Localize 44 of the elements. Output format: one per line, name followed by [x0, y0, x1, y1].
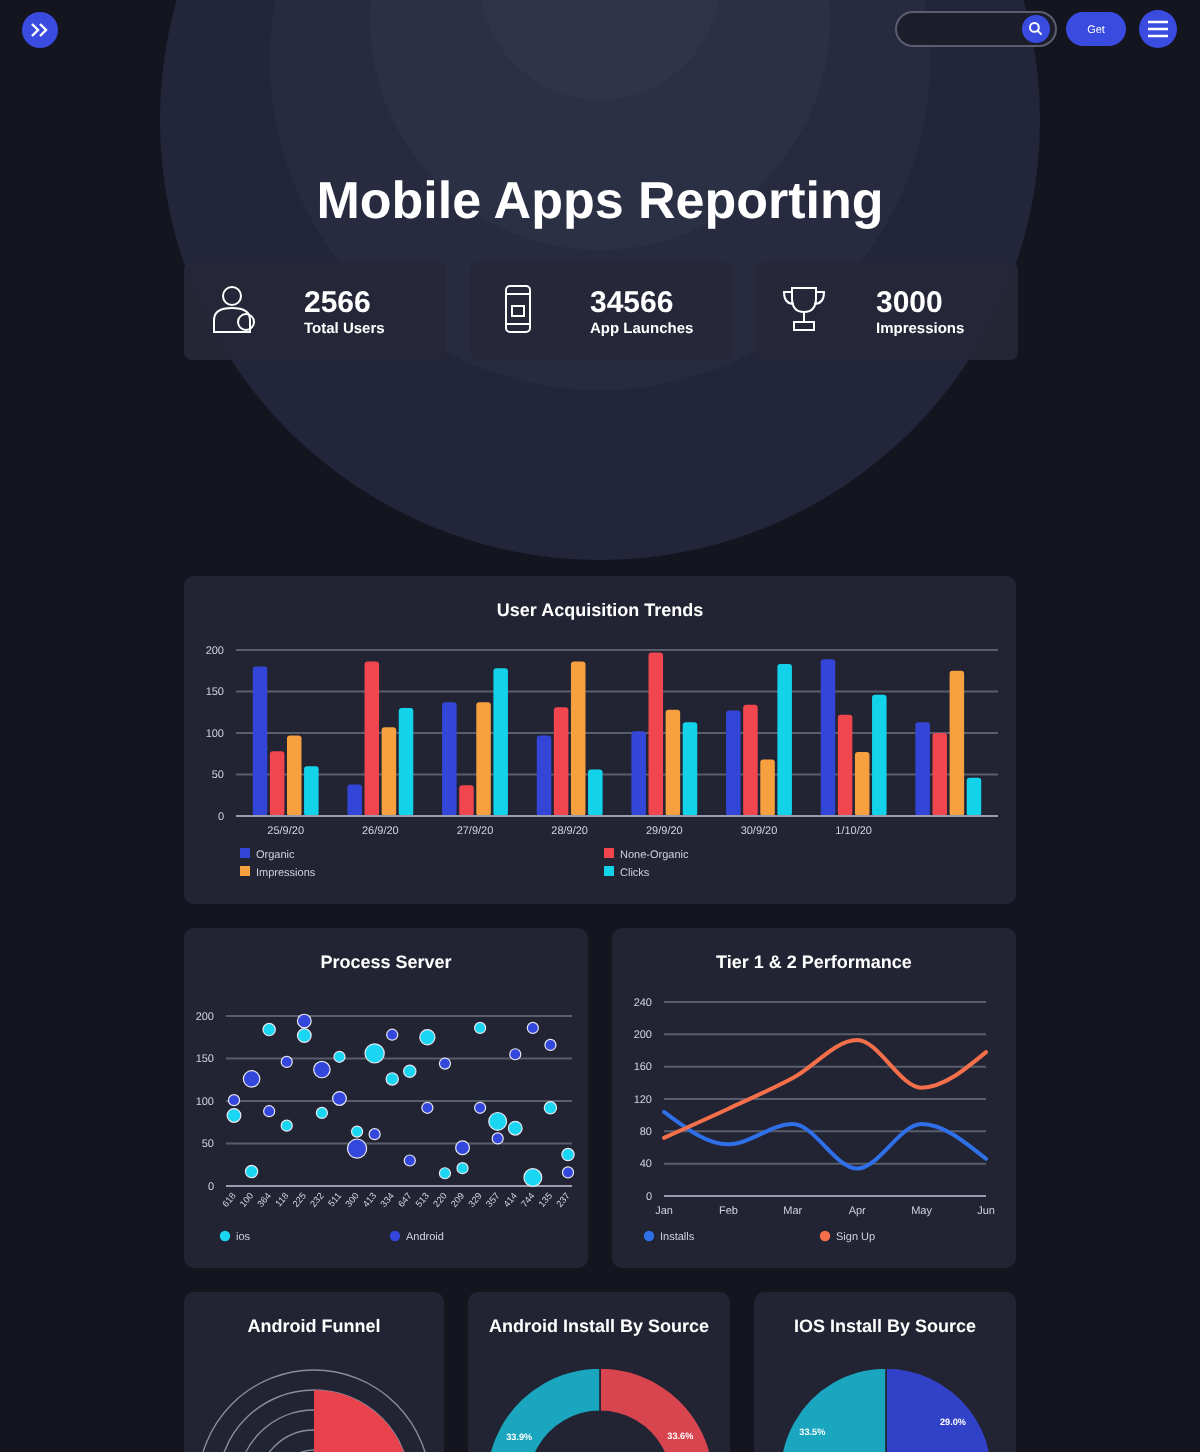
bar [398, 708, 414, 816]
text: 34566 [590, 285, 674, 320]
text: 2566 [304, 285, 371, 320]
line-series [662, 1037, 988, 1140]
bar [631, 731, 646, 816]
bar [820, 659, 836, 816]
bar [932, 733, 948, 816]
bar [682, 722, 698, 816]
bar [760, 759, 775, 816]
bar [364, 661, 380, 816]
bar [476, 702, 491, 816]
bar [304, 766, 319, 816]
bar [743, 704, 758, 816]
line-series [662, 1109, 988, 1171]
chart-title: Tier 1 & 2 Performance [716, 951, 912, 972]
chart-title: User Acquisition Trends [496, 599, 704, 620]
bar [777, 664, 792, 816]
bar [493, 668, 508, 816]
bar [588, 769, 603, 816]
bar [648, 652, 664, 816]
bar [536, 735, 552, 816]
chart-title: Process Server [320, 951, 453, 972]
bar [966, 777, 982, 816]
bar [837, 714, 853, 816]
bar [872, 694, 887, 816]
bar [854, 752, 870, 816]
text: Mobile Apps Reporting [316, 170, 884, 231]
bar [915, 722, 930, 816]
bar [286, 735, 302, 816]
bar [665, 709, 681, 816]
chart-title: IOS Install By Source [793, 1315, 977, 1336]
text: Android Funnel [247, 1315, 381, 1336]
bar [252, 666, 268, 816]
bar [570, 661, 586, 816]
bar [726, 710, 741, 816]
text: 3000 [876, 285, 943, 320]
bar [553, 707, 569, 816]
bar [269, 751, 285, 816]
chart-title: Android Install By Source [488, 1315, 710, 1336]
bar [347, 784, 362, 816]
bar [442, 702, 457, 816]
bar [459, 785, 474, 816]
bar [949, 670, 965, 816]
bar [381, 727, 397, 816]
